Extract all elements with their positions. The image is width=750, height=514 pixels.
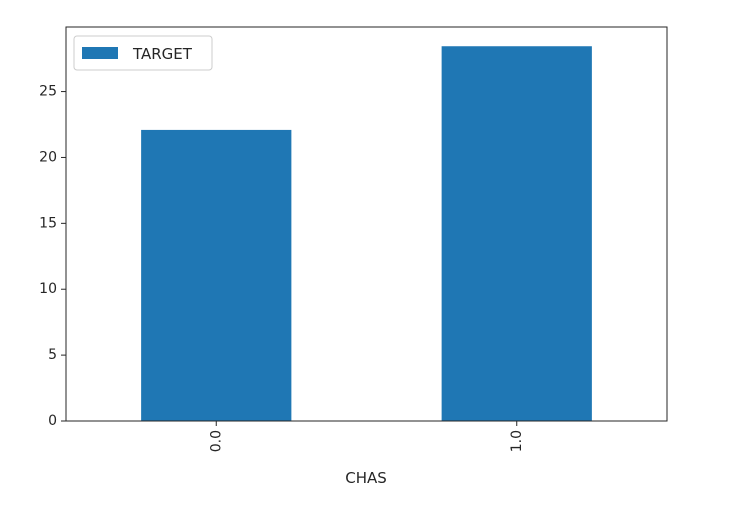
y-axis: 0 5 10 15 20 25 — [39, 84, 66, 429]
x-axis: 0.0 1.0 — [208, 421, 525, 452]
y-tick-label: 20 — [39, 149, 57, 165]
plot-area: 0 5 10 15 20 25 0.0 1.0 — [39, 26, 668, 452]
y-tick-label: 25 — [39, 84, 57, 100]
bars-group — [141, 46, 592, 422]
legend-frame — [73, 35, 213, 71]
legend-label: TARGET — [132, 45, 193, 63]
legend-swatch — [82, 47, 118, 59]
legend: TARGET — [73, 35, 213, 71]
y-tick-label: 5 — [48, 347, 57, 363]
x-tick-label: 1.0 — [509, 430, 525, 452]
x-axis-label: CHAS — [345, 469, 387, 487]
bar-0.0 — [141, 129, 292, 422]
y-tick-label: 10 — [39, 281, 57, 297]
bar-1.0 — [441, 46, 592, 421]
y-tick-label: 0 — [48, 413, 57, 429]
plot-frame — [65, 26, 668, 422]
y-tick-label: 15 — [39, 215, 57, 231]
x-tick-label: 0.0 — [208, 430, 224, 452]
